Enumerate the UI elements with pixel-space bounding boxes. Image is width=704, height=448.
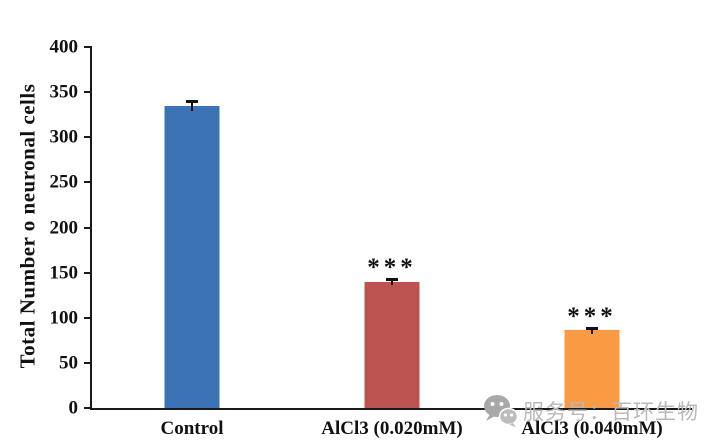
error-bar-cap bbox=[586, 326, 598, 330]
error-bar-control bbox=[186, 100, 198, 112]
bar-alcl3-0-020mm bbox=[364, 281, 420, 408]
y-tick-mark bbox=[84, 226, 92, 229]
y-tick-label-0: 0 bbox=[68, 397, 79, 419]
y-tick-mark bbox=[84, 136, 92, 139]
x-axis-label-control: Control bbox=[160, 418, 224, 439]
y-tick-label-100: 100 bbox=[49, 307, 79, 329]
y-tick-label-250: 250 bbox=[49, 171, 79, 193]
y-tick-label-150: 150 bbox=[49, 262, 79, 284]
bar-control bbox=[164, 105, 220, 408]
error-bar-cap bbox=[386, 278, 398, 282]
y-tick-mark bbox=[84, 361, 92, 364]
y-tick-label-350: 350 bbox=[49, 81, 79, 103]
y-tick-mark bbox=[84, 316, 92, 319]
error-bar-alcl3-0-020mm bbox=[386, 278, 398, 286]
bar-alcl3-0-040mm bbox=[564, 330, 620, 408]
significance-stars-alcl3-0-020mm: *** bbox=[367, 254, 417, 282]
x-axis-label-alcl3-0-020mm: AlCl3 (0.020mM) bbox=[321, 418, 463, 439]
error-bar-cap bbox=[186, 100, 198, 104]
y-tick-label-50: 50 bbox=[59, 352, 78, 374]
y-tick-label-400: 400 bbox=[49, 36, 79, 58]
y-axis-title: Total Number o neuronal cells bbox=[15, 83, 40, 369]
y-tick-mark bbox=[84, 181, 92, 184]
watermark-text: 服务号：百环生物 bbox=[523, 401, 699, 424]
y-tick-mark bbox=[84, 91, 92, 94]
y-tick-label-200: 200 bbox=[49, 217, 79, 238]
y-tick-mark bbox=[84, 46, 92, 48]
plot-area: 0 50 100 150 200 250 300 350 400 *** *** Control A… bbox=[50, 38, 692, 439]
y-tick-label-300: 300 bbox=[49, 126, 79, 148]
wechat-icon bbox=[482, 394, 519, 428]
error-bar-alcl3-0-040mm bbox=[586, 326, 598, 334]
significance-stars-alcl3-0-040mm: *** bbox=[567, 302, 617, 330]
y-tick-mark bbox=[84, 407, 92, 409]
watermark: 服务号：百环生物 bbox=[482, 394, 699, 428]
y-tick-mark bbox=[84, 271, 92, 274]
x-axis-label-alcl3-0-040mm: AlCl3 (0.040mM) bbox=[521, 418, 663, 439]
